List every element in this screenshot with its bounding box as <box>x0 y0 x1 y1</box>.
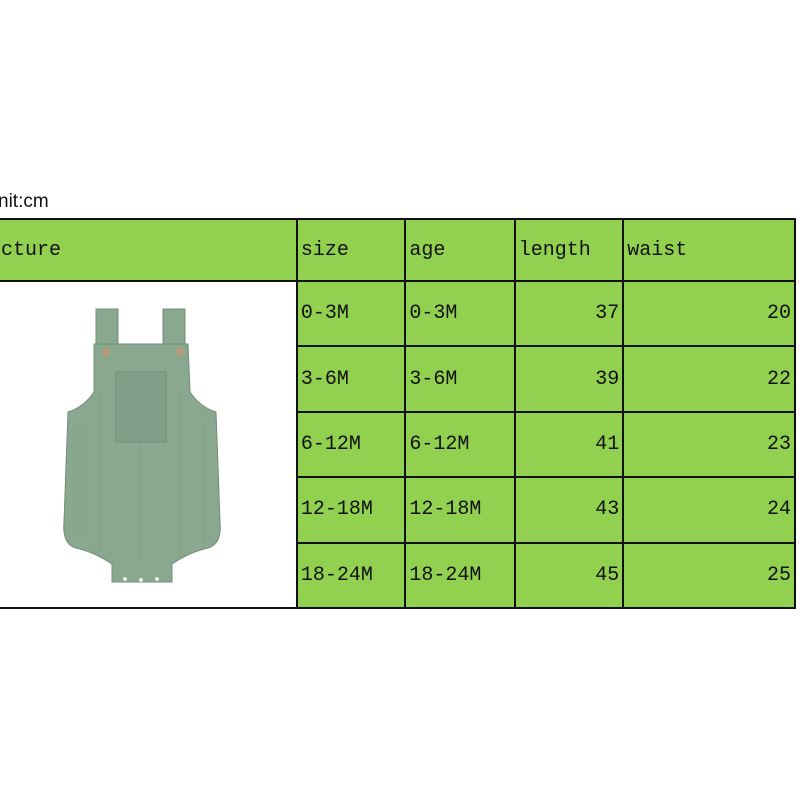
length-cell: 43 <box>513 476 625 544</box>
header-waist: waist <box>622 218 796 282</box>
table-row: 6-12M 6-12M 41 23 <box>0 410 796 479</box>
table-row: 12-18M 12-18M 43 24 <box>0 476 796 544</box>
header-size: size <box>295 218 407 282</box>
age-cell: 12-18M <box>404 476 516 544</box>
romper-image <box>63 308 221 583</box>
waist-cell: 25 <box>622 541 796 610</box>
size-cell: 6-12M <box>295 410 407 479</box>
size-chart-table: cture size age length waist <box>0 218 796 610</box>
age-cell: 0-3M <box>404 279 516 348</box>
size-cell: 0-3M <box>295 279 407 348</box>
waist-cell: 22 <box>622 345 796 413</box>
table-row: 18-24M 18-24M 45 25 <box>0 541 796 610</box>
header-length: length <box>513 218 625 282</box>
button-right <box>176 348 184 356</box>
length-cell: 41 <box>513 410 625 479</box>
size-cell: 18-24M <box>295 541 407 610</box>
length-cell: 45 <box>513 541 625 610</box>
table-row: 3-6M 3-6M 39 22 <box>0 345 796 413</box>
header-age: age <box>404 218 516 282</box>
length-cell: 37 <box>513 279 625 348</box>
unit-label: nit:cm <box>0 191 49 212</box>
waist-cell: 23 <box>622 410 796 479</box>
header-row: cture size age length waist <box>0 218 796 282</box>
table-row: 0-3M 0-3M 37 20 <box>0 279 796 609</box>
header-picture: cture <box>0 218 298 282</box>
length-cell: 39 <box>513 345 625 413</box>
button-left <box>102 348 110 356</box>
waist-cell: 24 <box>622 476 796 544</box>
size-cell: 3-6M <box>295 345 407 413</box>
age-cell: 6-12M <box>404 410 516 479</box>
age-cell: 18-24M <box>404 541 516 610</box>
waist-cell: 20 <box>622 279 796 348</box>
age-cell: 3-6M <box>404 345 516 413</box>
product-picture-cell <box>0 280 298 609</box>
size-cell: 12-18M <box>295 476 407 544</box>
